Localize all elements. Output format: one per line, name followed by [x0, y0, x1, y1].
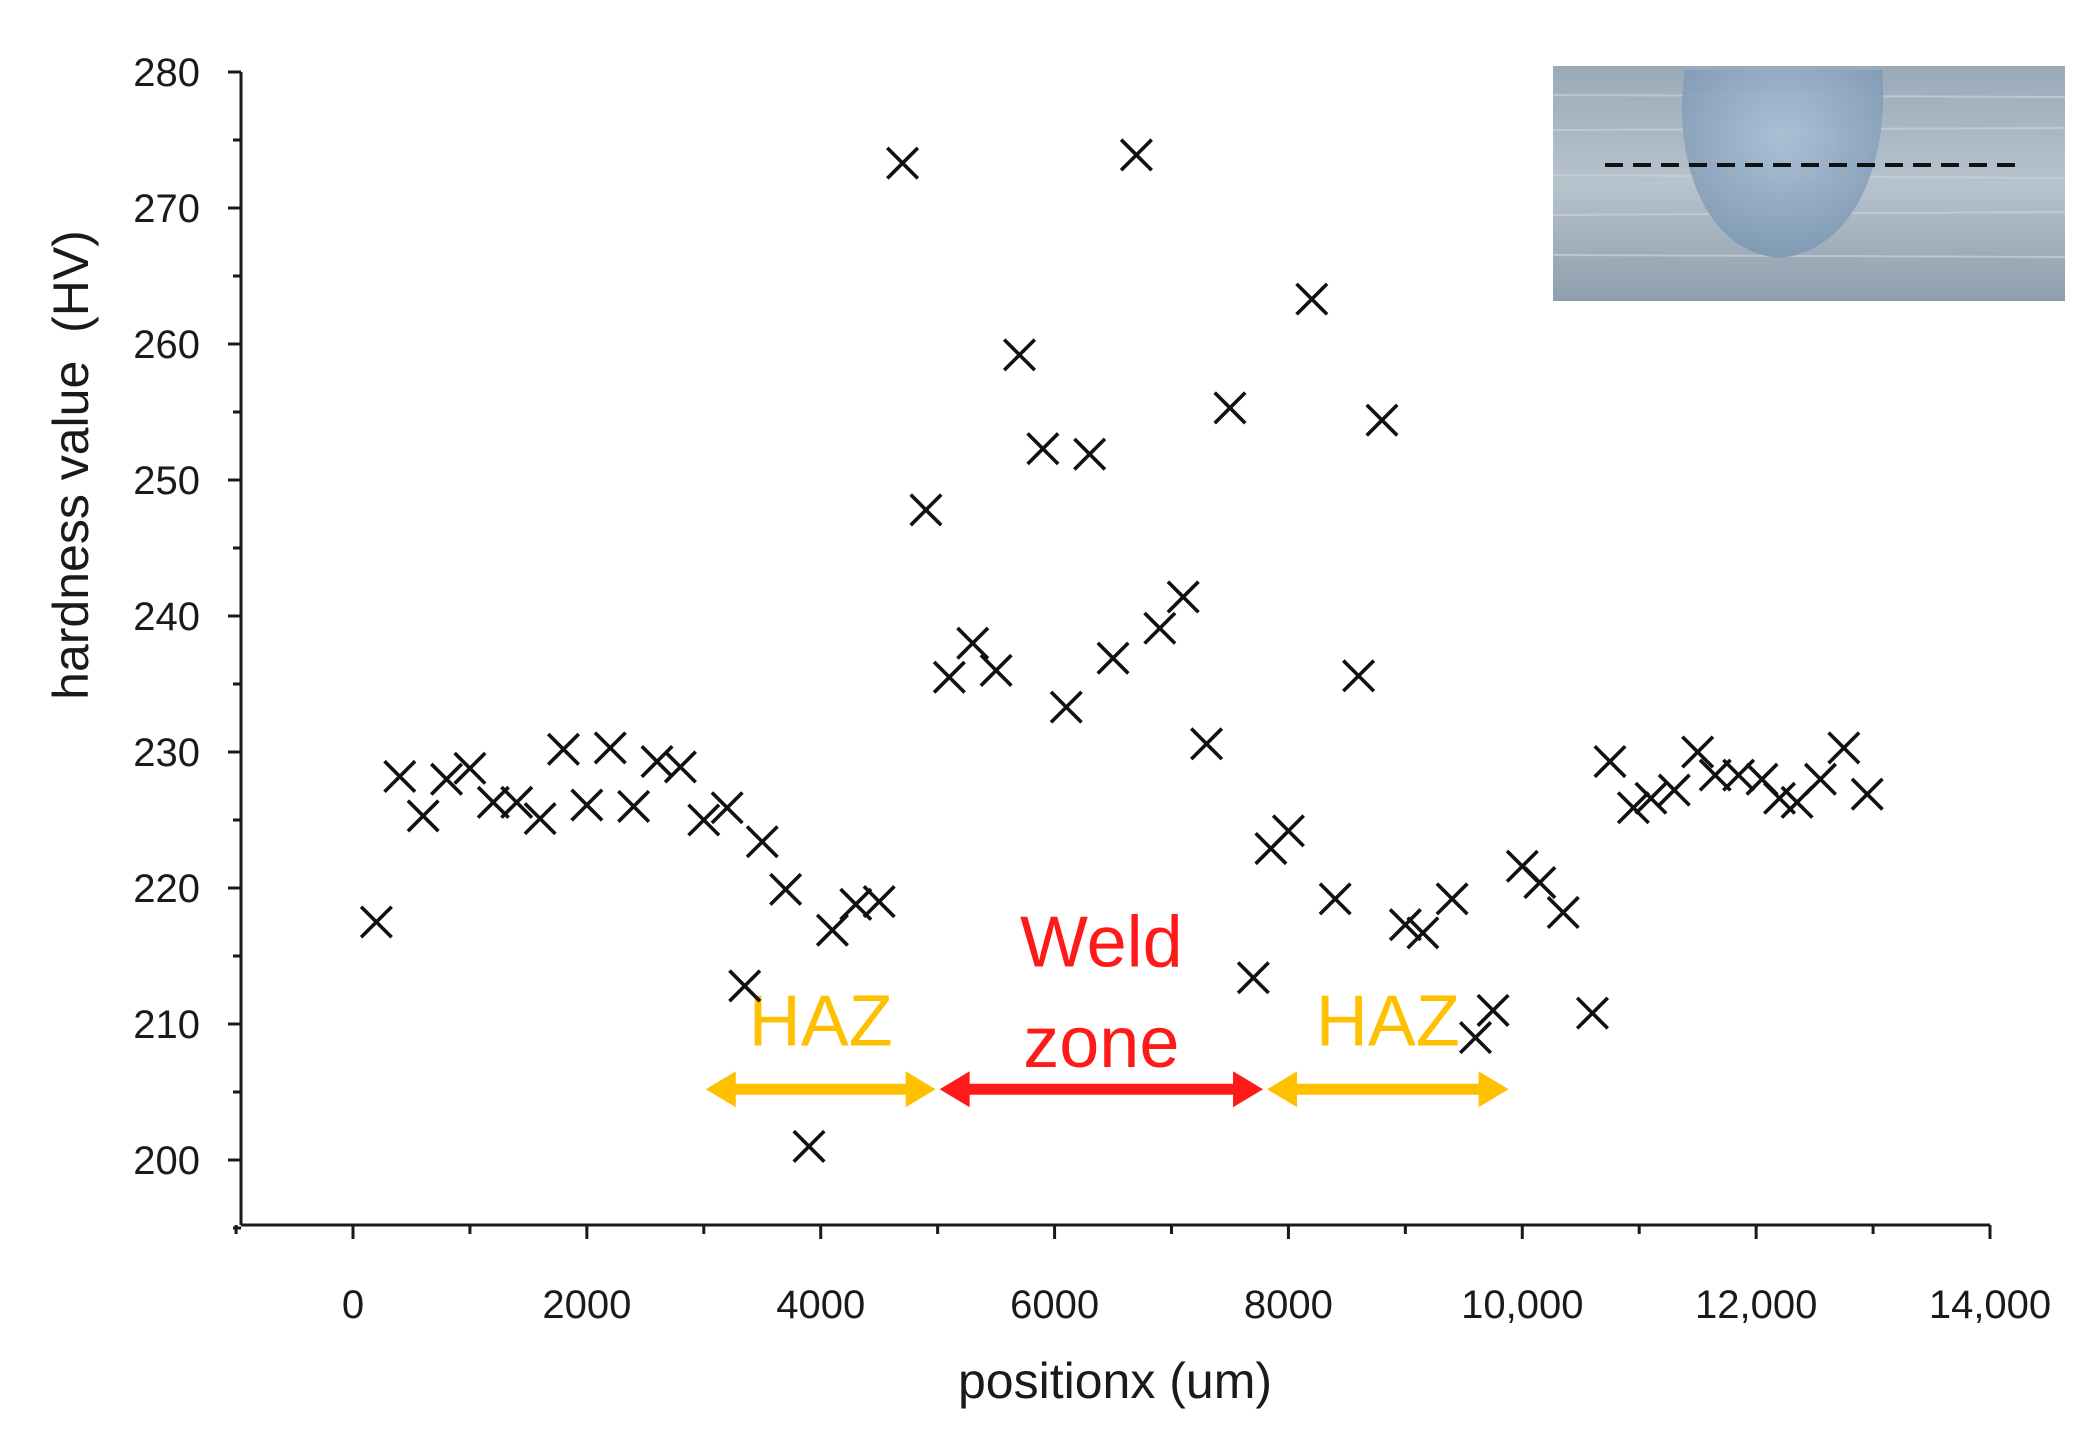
data-point	[359, 905, 393, 939]
data-point	[909, 493, 943, 527]
data-point	[1143, 611, 1177, 645]
data-point	[1388, 908, 1422, 942]
data-markers	[359, 138, 1884, 1163]
data-point	[523, 802, 557, 836]
data-point	[792, 1129, 826, 1163]
x-tick-label: 0	[342, 1283, 364, 1327]
data-point	[1616, 791, 1650, 825]
data-point	[663, 750, 697, 784]
data-point	[1236, 961, 1270, 995]
data-point	[593, 731, 627, 765]
data-point	[710, 791, 744, 825]
zone-arrow	[939, 1071, 1264, 1108]
data-point	[956, 626, 990, 660]
data-point	[1365, 403, 1399, 437]
x-tick-label: 4000	[776, 1283, 865, 1327]
y-axis-title: hardness value (HV)	[43, 230, 99, 700]
data-point	[728, 969, 762, 1003]
data-point	[1049, 690, 1083, 724]
data-point	[1096, 641, 1130, 675]
data-point	[769, 872, 803, 906]
zone-arrow	[1267, 1071, 1509, 1108]
y-tick-label: 250	[133, 459, 200, 503]
x-tick-label: 8000	[1244, 1283, 1333, 1327]
data-point	[1406, 916, 1440, 950]
data-point	[1803, 762, 1837, 796]
data-point	[862, 885, 896, 919]
y-tick-label: 230	[133, 731, 200, 775]
zone-label: Weld	[1020, 902, 1183, 982]
y-tick-label: 200	[133, 1139, 200, 1183]
y-tick-label: 260	[133, 323, 200, 367]
data-point	[1190, 727, 1224, 761]
data-point	[429, 762, 464, 796]
data-point	[453, 751, 487, 785]
data-point	[979, 653, 1013, 687]
data-point	[383, 759, 417, 794]
data-point	[886, 146, 920, 180]
x-tick-label: 12,000	[1695, 1283, 1817, 1327]
zone-arrow	[705, 1071, 936, 1108]
y-tick-label: 270	[133, 187, 200, 231]
data-point	[815, 913, 849, 947]
data-point	[1318, 882, 1352, 916]
data-point	[1342, 659, 1376, 693]
data-point	[500, 785, 534, 819]
weld-inset-photo	[1552, 66, 2066, 301]
data-point	[687, 803, 721, 837]
data-point	[546, 732, 581, 766]
data-point	[1002, 338, 1037, 372]
data-point	[1435, 882, 1469, 916]
y-tick-label: 280	[133, 51, 200, 95]
data-point	[745, 825, 779, 859]
data-point	[1213, 391, 1247, 425]
x-tick-label: 10,000	[1461, 1283, 1583, 1327]
x-tick-label: 14,000	[1929, 1283, 2051, 1327]
data-point	[1119, 138, 1153, 172]
data-point	[1850, 777, 1884, 811]
data-point	[1593, 744, 1627, 779]
data-point	[1681, 735, 1715, 769]
data-point	[1827, 731, 1861, 765]
data-point	[1575, 996, 1609, 1030]
data-point	[617, 789, 651, 823]
data-point	[1476, 993, 1510, 1027]
data-point	[1166, 580, 1200, 614]
data-point	[1762, 781, 1797, 815]
data-point	[1026, 432, 1060, 466]
y-tick-label: 240	[133, 595, 200, 639]
data-point	[1634, 781, 1668, 815]
data-point	[1523, 866, 1557, 900]
zone-label: HAZ	[1316, 981, 1460, 1061]
x-axis-title: positionx (um)	[958, 1353, 1272, 1409]
y-axis-ticks: 200 210 220 230 240 250 260 270 280	[133, 51, 241, 1230]
y-tick-label: 220	[133, 867, 200, 911]
data-point	[932, 660, 966, 694]
y-tick-label: 210	[133, 1003, 200, 1047]
data-point	[406, 799, 440, 833]
zone-label: HAZ	[749, 981, 893, 1061]
data-point	[1698, 758, 1732, 792]
data-point	[1546, 895, 1580, 930]
zone-annotations: HAZ Weld zone HAZ	[705, 902, 1509, 1108]
data-point	[570, 788, 604, 822]
data-point	[1295, 282, 1329, 316]
x-tick-label: 6000	[1010, 1283, 1099, 1327]
x-axis-ticks: 0 2000 4000 6000 8000 10,000 12,000 14,000	[234, 1225, 2051, 1327]
data-point	[1458, 1021, 1493, 1055]
zone-label-line2: zone	[1023, 1003, 1179, 1083]
x-tick-label: 2000	[542, 1283, 631, 1327]
data-point	[1657, 773, 1691, 807]
data-point	[1073, 437, 1107, 471]
data-point	[1271, 814, 1305, 848]
data-point	[476, 785, 510, 819]
